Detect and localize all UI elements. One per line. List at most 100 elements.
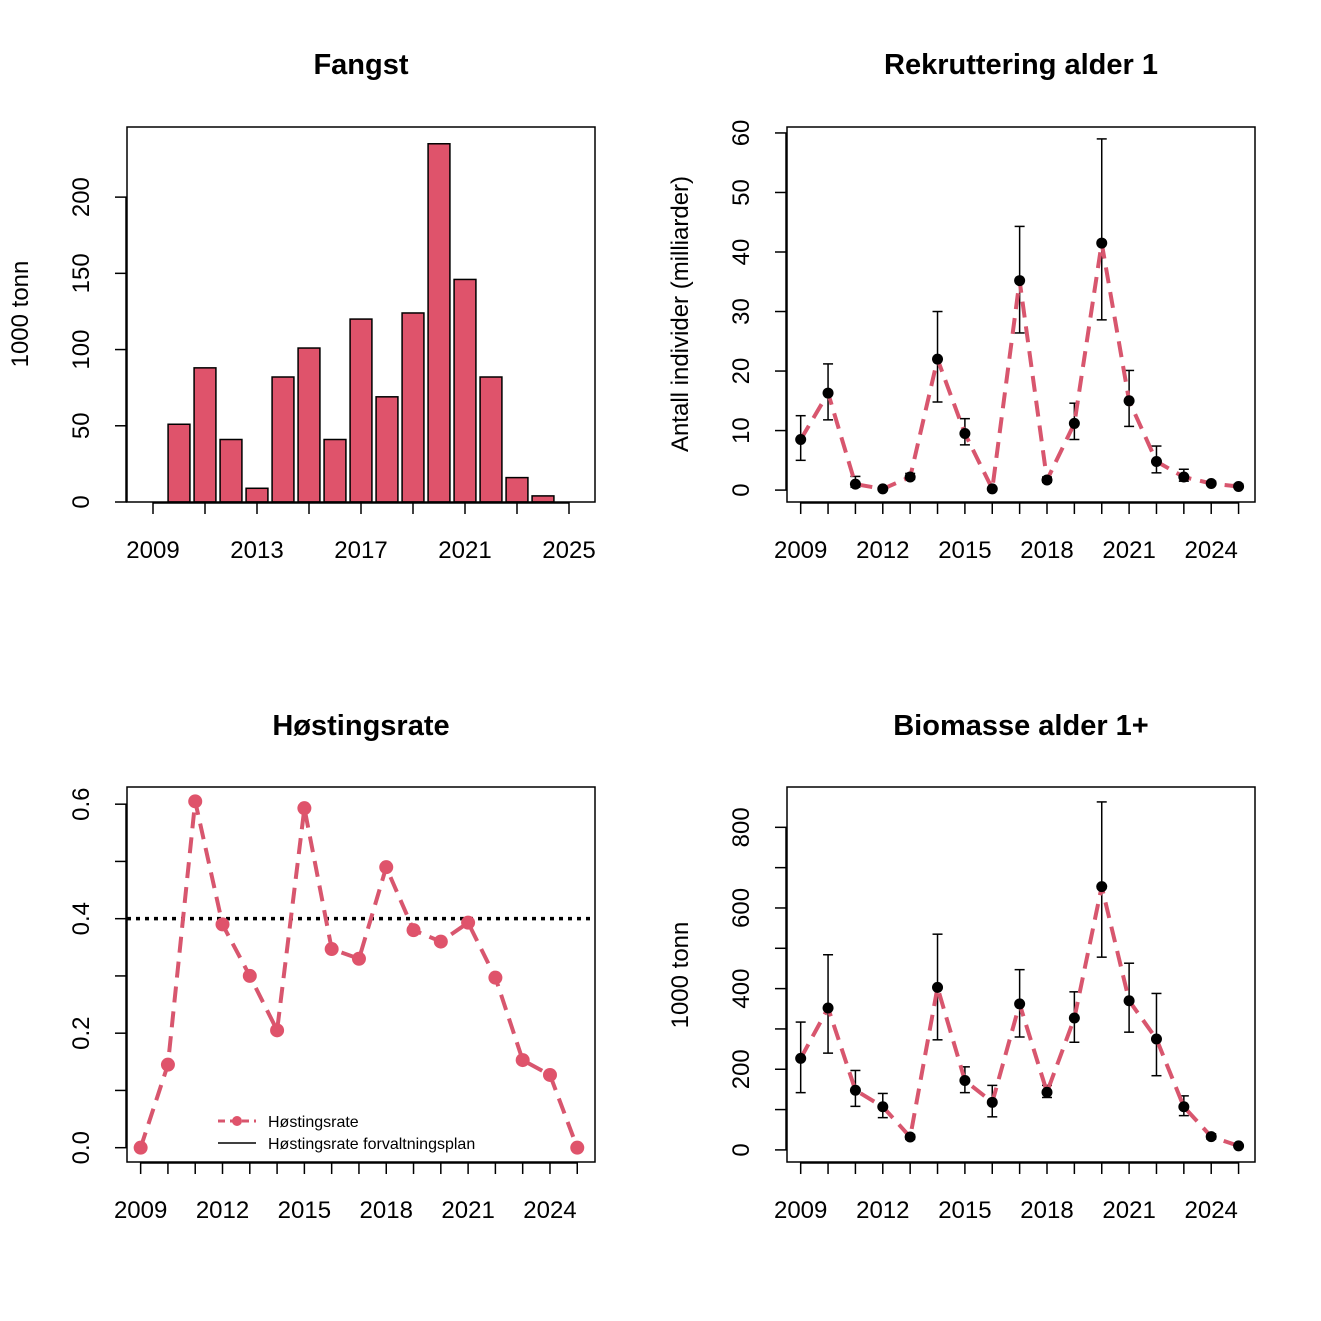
- frame-fangst: [126, 126, 596, 503]
- point-2024: [1205, 478, 1217, 490]
- y-tick-label: 0.0: [68, 1131, 95, 1164]
- point-2017: [351, 951, 366, 966]
- point-2015: [959, 428, 971, 440]
- point-2020: [1096, 881, 1108, 893]
- point-2025: [1233, 1140, 1245, 1152]
- x-tick-label: 2009: [114, 1197, 167, 1224]
- point-2025: [570, 1140, 585, 1155]
- bar-2019: [401, 312, 425, 503]
- x-tick-label: 2009: [126, 537, 179, 564]
- y-tick-label: 50: [728, 179, 755, 206]
- point-2020: [433, 934, 448, 949]
- point-2012: [877, 1101, 889, 1113]
- x-tick-label: 2024: [1185, 1197, 1238, 1224]
- point-2014: [932, 353, 944, 365]
- x-tick-label: 2018: [360, 1197, 413, 1224]
- point-2016: [324, 942, 339, 957]
- y-tick-label: 30: [728, 298, 755, 325]
- panel-biomasse: Biomasse alder 1+ 1000 tonn 2009 2012 2015…: [667, 710, 1256, 1224]
- panel-hostingsrate: Høstingsrate 2009 2012 2015 2018 2021 2024 0.0…: [68, 710, 596, 1224]
- ylabel-rekruttering: Antall individer (milliarder): [667, 176, 694, 452]
- point-2018: [379, 860, 394, 875]
- y-tick-label: 0.4: [68, 902, 95, 935]
- point-2010: [822, 387, 834, 399]
- point-2011: [849, 478, 861, 490]
- point-2023: [515, 1053, 530, 1068]
- y-tick-label: 0.6: [68, 787, 95, 820]
- point-2015: [959, 1075, 971, 1087]
- y-tick-label: 0: [728, 483, 755, 496]
- x-tick-label: 2021: [438, 537, 491, 564]
- bar-2023: [505, 476, 529, 503]
- ylabel-biomasse: 1000 tonn: [667, 922, 694, 1029]
- bar-2012: [219, 438, 243, 503]
- y-tick-label: 200: [728, 1049, 755, 1089]
- point-2013: [904, 1131, 916, 1143]
- bar-2020: [427, 143, 451, 503]
- x-tick-label: 2009: [774, 1197, 827, 1224]
- point-2011: [188, 794, 203, 809]
- point-2021: [461, 915, 476, 930]
- bar-2017: [349, 318, 373, 503]
- y-tick-label: 40: [728, 239, 755, 266]
- frame-biomasse: [786, 786, 1256, 1163]
- bar-2016: [323, 438, 347, 503]
- point-2015: [297, 801, 312, 816]
- point-2024: [1205, 1131, 1217, 1143]
- frame-hostingsrate: [126, 786, 596, 1163]
- point-2019: [406, 923, 421, 938]
- x-tick-label: 2021: [1102, 537, 1155, 564]
- title-fangst: Fangst: [313, 49, 408, 81]
- legend-marker-hostingsrate: [232, 1116, 242, 1126]
- x-tick-label: 2009: [774, 537, 827, 564]
- bar-2015: [297, 347, 321, 503]
- point-2022: [488, 970, 503, 985]
- x-tick-label: 2015: [278, 1197, 331, 1224]
- x-tick-label: 2015: [938, 1197, 991, 1224]
- point-2021: [1123, 395, 1135, 407]
- point-2016: [986, 1096, 998, 1108]
- point-2021: [1123, 995, 1135, 1007]
- x-tick-label: 2024: [523, 1197, 576, 1224]
- x-tick-label: 2024: [1185, 537, 1238, 564]
- y-tick-label: 600: [728, 888, 755, 928]
- y-tick-label: 0.2: [68, 1016, 95, 1049]
- point-2019: [1068, 1012, 1080, 1024]
- bar-2022: [479, 376, 503, 503]
- panel-fangst: Fangst 1000 tonn 2009 2013 2017 2021 2025 0 50…: [7, 49, 596, 564]
- x-tick-label: 2021: [441, 1197, 494, 1224]
- y-tick-label: 20: [728, 358, 755, 385]
- point-2012: [215, 917, 230, 932]
- point-2010: [822, 1002, 834, 1014]
- bar-2011: [193, 367, 217, 503]
- y-tick-label: 400: [728, 969, 755, 1009]
- point-2009: [795, 1052, 807, 1064]
- bar-2024: [531, 495, 555, 503]
- panel-rekruttering: Rekruttering alder 1 Antall individer (m…: [667, 49, 1256, 564]
- x-tick-label: 2012: [196, 1197, 249, 1224]
- x-tick-label: 2012: [856, 1197, 909, 1224]
- marks-rekruttering: 2009 2012 2015 2018 2021 2024 0 10 20 30 40 50 60: [728, 120, 1245, 564]
- ylabel-fangst: 1000 tonn: [7, 261, 34, 368]
- point-2023: [1178, 1101, 1190, 1113]
- point-2022: [1150, 456, 1162, 468]
- point-2016: [986, 483, 998, 495]
- x-tick-label: 2013: [230, 537, 283, 564]
- marks-hostingsrate: 2009 2012 2015 2018 2021 2024 0.0 0.2 0.4 0.6 Høst…: [68, 787, 595, 1224]
- bar-2013: [245, 487, 269, 503]
- bar-2010: [167, 423, 191, 503]
- x-tick-label: 2018: [1020, 537, 1073, 564]
- point-2013: [904, 471, 916, 483]
- point-2025: [1233, 481, 1245, 493]
- point-2018: [1041, 474, 1053, 486]
- x-tick-label: 2015: [938, 537, 991, 564]
- series-line: [138, 799, 580, 1149]
- marks-fangst: 2009 2013 2017 2021 2025 0 50 100 150 200: [68, 143, 596, 564]
- title-hostingsrate: Høstingsrate: [272, 710, 449, 742]
- y-tick-label: 150: [68, 253, 95, 293]
- bar-2021: [453, 278, 477, 503]
- frame-rekruttering: [786, 126, 1256, 503]
- point-2014: [270, 1023, 285, 1038]
- point-2018: [1041, 1086, 1053, 1098]
- legend-label-hostingsrate: Høstingsrate: [268, 1114, 359, 1131]
